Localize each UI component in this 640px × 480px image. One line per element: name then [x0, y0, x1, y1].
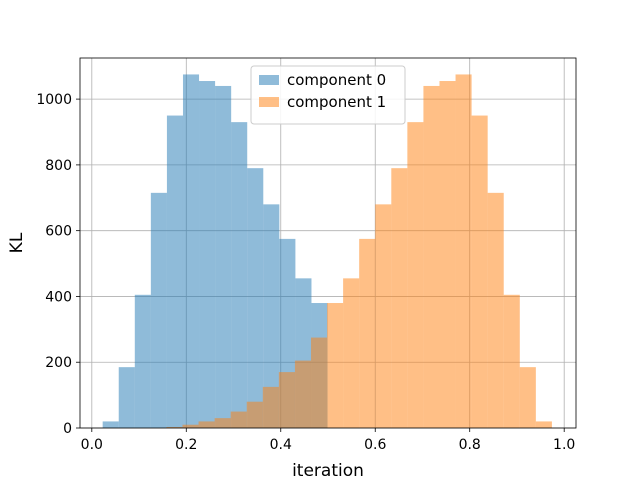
histogram-bar-series-1: [375, 204, 392, 428]
histogram-bar-series-1: [343, 278, 360, 428]
histogram-bar-series-1: [230, 411, 247, 428]
histogram-bar-series-1: [423, 85, 440, 428]
histogram-bar-series-1: [535, 421, 552, 428]
histogram-bar-series-1: [278, 372, 295, 428]
histogram-bar-series-1: [327, 303, 344, 428]
x-tick-label: 0.6: [364, 437, 386, 453]
histogram-bar-series-1: [487, 192, 504, 428]
histogram-bar-series-1: [166, 427, 183, 428]
histogram-bar-series-1: [182, 424, 199, 428]
y-axis-label: KL: [7, 232, 27, 253]
histogram-bar-series-1: [214, 418, 231, 428]
histogram-bar-series-1: [407, 122, 424, 428]
x-axis-label: iteration: [292, 461, 364, 480]
x-tick-label: 0.2: [175, 437, 197, 453]
y-tick-label: 0: [63, 421, 72, 437]
histogram-bar-series-1: [294, 360, 311, 428]
histogram-bar-series-1: [519, 367, 536, 428]
y-tick-label: 600: [45, 224, 72, 240]
histogram-bar-series-0: [263, 204, 280, 428]
histogram-bar-series-1: [262, 386, 279, 428]
histogram-bar-series-0: [215, 85, 232, 428]
y-tick-label: 800: [45, 158, 72, 174]
histogram-bar-series-0: [150, 192, 167, 428]
histogram-bar-series-1: [391, 168, 408, 428]
histogram-bar-series-0: [166, 115, 183, 429]
histogram-bars: [102, 74, 552, 429]
histogram-bar-series-0: [182, 74, 200, 428]
y-tick-label: 400: [45, 289, 72, 305]
legend-swatch: [259, 75, 279, 85]
histogram-bar-series-1: [455, 74, 472, 428]
plot-frame: [79, 57, 577, 429]
histogram-bar-series-0: [134, 294, 151, 428]
histogram-bar-series-1: [246, 401, 263, 428]
histogram-bar-series-1: [198, 421, 215, 428]
legend-label: component 1: [287, 93, 386, 111]
y-tick-label: 200: [45, 355, 72, 371]
y-tick-label: 1000: [36, 92, 72, 108]
legend-swatch: [259, 97, 279, 107]
histogram-bar-series-0: [247, 168, 264, 428]
x-tick-label: 0.8: [459, 437, 481, 453]
legend: component 0 component 1: [250, 65, 406, 125]
x-tick-label: 0.4: [270, 437, 292, 453]
histogram-bar-series-0: [199, 81, 216, 429]
histogram-bar-series-0: [118, 367, 135, 428]
legend-box: [250, 65, 406, 125]
x-tick-label: 0.0: [81, 437, 103, 453]
x-tick-label: 1.0: [553, 437, 575, 453]
legend-label: component 0: [287, 71, 386, 89]
histogram-bar-series-1: [359, 238, 376, 428]
histogram-bar-series-0: [231, 122, 248, 428]
histogram-bar-series-1: [471, 115, 488, 429]
histogram-bar-series-1: [310, 337, 328, 428]
histogram-bar-series-0: [102, 421, 119, 428]
axis-ticks: 0.0 0.2 0.4 0.6 0.8 1.0 0 200 400 600 800 1000: [36, 92, 575, 453]
histogram-bar-series-1: [503, 294, 520, 428]
histogram-bar-series-1: [439, 81, 456, 429]
